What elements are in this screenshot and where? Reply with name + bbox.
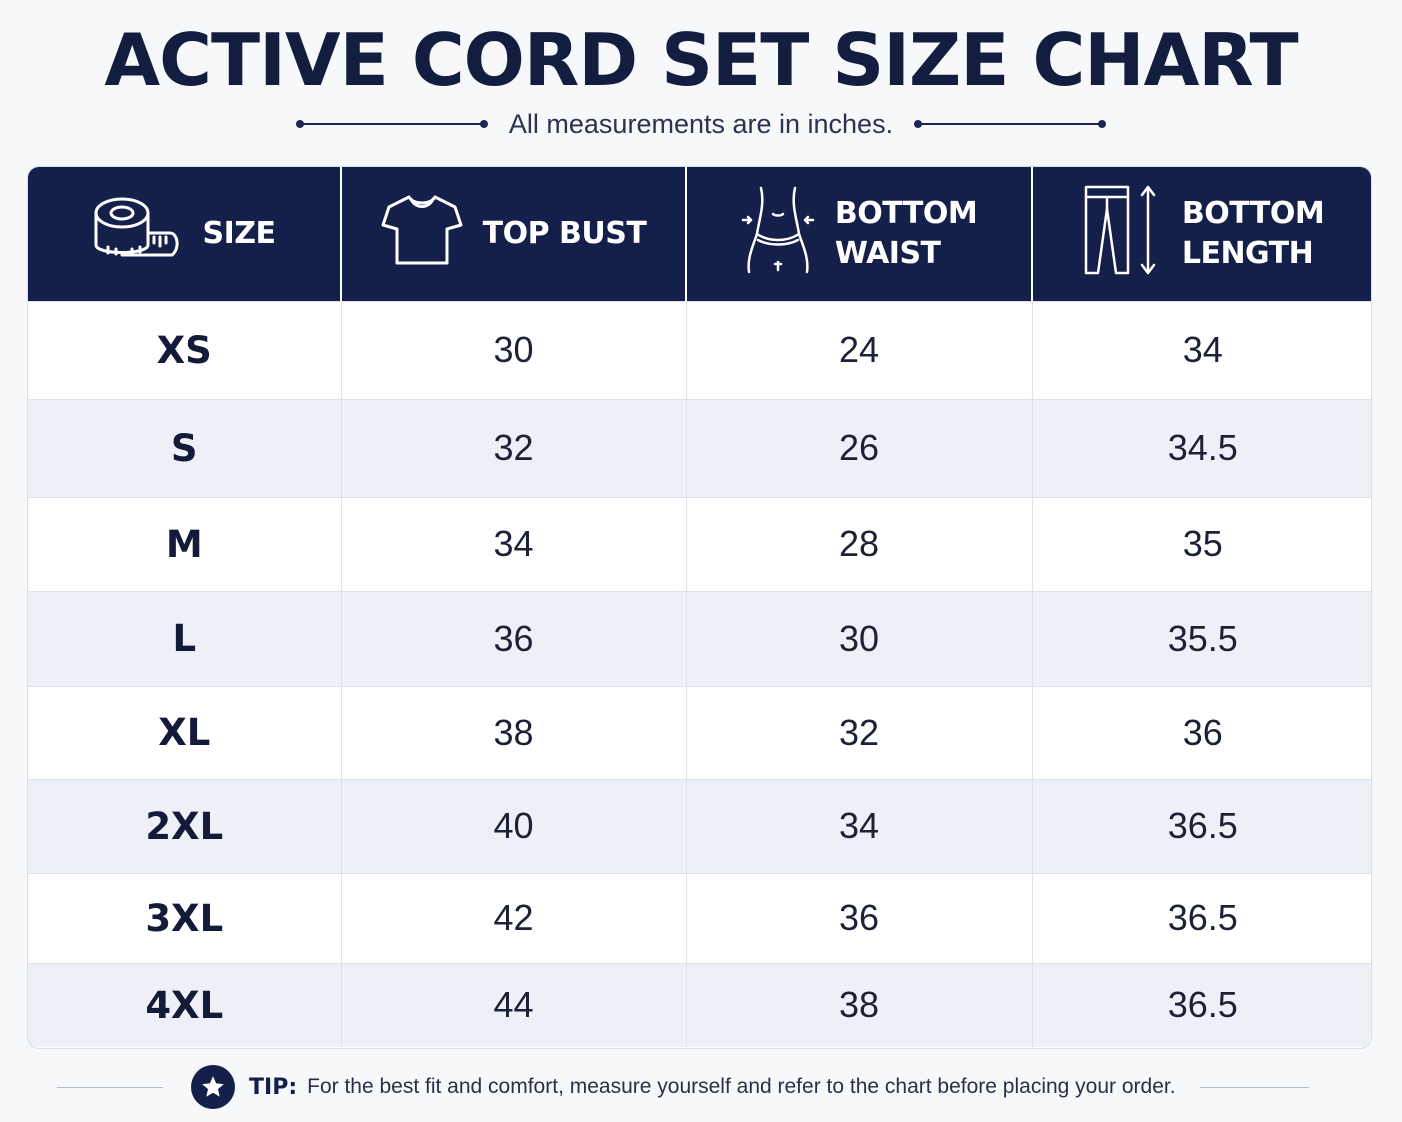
- header-label: BOTTOM: [834, 195, 978, 231]
- waist-cell: 26: [686, 398, 1033, 497]
- table-row: 3XL 42 36 36.5: [28, 872, 1371, 963]
- size-chart-table: SIZE TOP BUST: [27, 166, 1372, 1049]
- size-cell: 4XL: [28, 962, 342, 1047]
- tip-label: TIP:: [249, 1074, 298, 1100]
- size-cell: 2XL: [28, 778, 342, 873]
- header-size: SIZE: [28, 167, 342, 301]
- bust-cell: 34: [341, 496, 687, 591]
- table-row: M 34 28 35: [28, 496, 1371, 591]
- table-row: S 32 26 34.5: [28, 398, 1371, 497]
- header-label: WAIST: [834, 235, 941, 271]
- waist-cell: 34: [686, 778, 1033, 873]
- bust-cell: 32: [341, 398, 687, 497]
- length-cell: 35.5: [1032, 590, 1371, 686]
- measuring-tape-icon: [92, 193, 182, 275]
- length-cell: 36.5: [1032, 778, 1371, 873]
- page-title: ACTIVE CORD SET SIZE CHART: [104, 18, 1298, 102]
- header-bottom-length: BOTTOM LENGTH: [1032, 167, 1371, 301]
- length-cell: 36: [1032, 685, 1371, 779]
- length-cell: 36.5: [1032, 962, 1371, 1047]
- bust-cell: 42: [341, 872, 687, 963]
- decorative-rule-left: [295, 120, 488, 128]
- bust-cell: 44: [341, 962, 687, 1047]
- subtitle: All measurements are in inches.: [508, 108, 894, 139]
- waist-cell: 30: [686, 590, 1033, 686]
- t-shirt-icon: [381, 193, 463, 275]
- bust-cell: 36: [341, 590, 687, 686]
- waist-cell: 24: [686, 300, 1033, 399]
- table-row: 2XL 40 34 36.5: [28, 778, 1371, 873]
- star-icon: [191, 1065, 235, 1109]
- table-row: L 36 30 35.5: [28, 590, 1371, 686]
- size-cell: 3XL: [28, 872, 342, 963]
- size-cell: XS: [28, 300, 342, 399]
- header-label: TOP BUST: [482, 215, 647, 251]
- waist-cell: 28: [686, 496, 1033, 591]
- length-cell: 34.5: [1032, 398, 1371, 497]
- waist-cell: 36: [686, 872, 1033, 963]
- table-row: XL 38 32 36: [28, 685, 1371, 779]
- header-label: BOTTOM: [1181, 195, 1325, 231]
- waist-measure-icon: [741, 184, 815, 284]
- tip-row: TIP: For the best fit and comfort, measu…: [0, 1064, 1402, 1110]
- tip-text: For the best fit and comfort, measure yo…: [307, 1075, 1176, 1098]
- size-cell: S: [28, 398, 342, 497]
- table-header-row: SIZE TOP BUST: [28, 167, 1371, 301]
- tip-divider-right: [1199, 1086, 1309, 1088]
- length-cell: 36.5: [1032, 872, 1371, 963]
- tip-divider-left: [57, 1086, 163, 1088]
- size-cell: M: [28, 496, 342, 591]
- header-label: LENGTH: [1181, 235, 1314, 271]
- size-cell: XL: [28, 685, 342, 779]
- length-cell: 34: [1032, 300, 1371, 399]
- decorative-rule-right: [914, 120, 1107, 128]
- table-row: XS 30 24 34: [28, 300, 1371, 399]
- size-cell: L: [28, 590, 342, 686]
- header-bottom-waist: BOTTOM WAIST: [686, 167, 1033, 301]
- bust-cell: 30: [341, 300, 687, 399]
- bust-cell: 40: [341, 778, 687, 873]
- waist-cell: 32: [686, 685, 1033, 779]
- pants-length-icon: [1082, 183, 1162, 285]
- header-top-bust: TOP BUST: [341, 167, 687, 301]
- subtitle-row: All measurements are in inches.: [0, 106, 1402, 142]
- bust-cell: 38: [341, 685, 687, 779]
- waist-cell: 38: [686, 962, 1033, 1047]
- header-label: SIZE: [202, 215, 276, 251]
- table-row: 4XL 44 38 36.5: [28, 962, 1371, 1047]
- length-cell: 35: [1032, 496, 1371, 591]
